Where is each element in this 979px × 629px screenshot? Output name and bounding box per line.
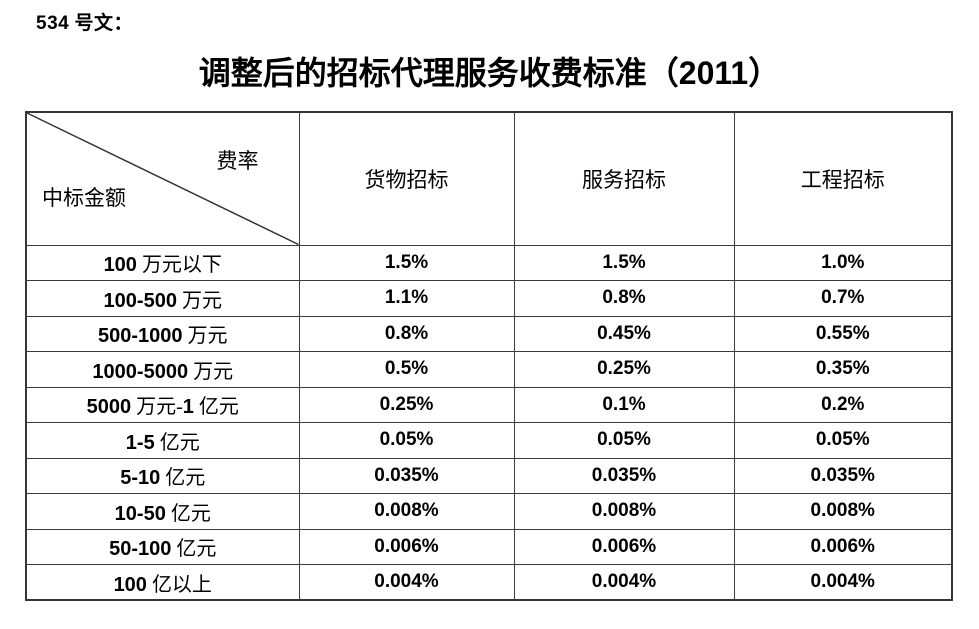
rate-cell: 1.1%	[298, 280, 515, 317]
amount-cell: 100-500 万元	[25, 280, 300, 317]
rate-cell: 0.004%	[298, 564, 515, 601]
amount-cell: 500-1000 万元	[25, 315, 300, 352]
table-row: 5-10 亿元 0.035% 0.035% 0.035%	[25, 457, 953, 494]
table-row: 100 亿以上 0.004% 0.004% 0.004%	[25, 564, 953, 601]
diagonal-line	[27, 113, 299, 245]
rate-cell: 0.05%	[733, 422, 953, 459]
amount-cell: 100 亿以上	[25, 564, 300, 601]
rate-cell: 0.55%	[733, 315, 953, 352]
rate-cell: 0.004%	[733, 564, 953, 601]
rate-cell: 0.2%	[733, 386, 953, 423]
rate-cell: 1.5%	[298, 244, 515, 281]
rate-cell: 0.8%	[298, 315, 515, 352]
rate-cell: 0.25%	[513, 351, 735, 388]
amount-cell: 1-5 亿元	[25, 422, 300, 459]
column-header-engineering: 工程招标	[733, 111, 953, 246]
table-row: 5000 万元-1 亿元 0.25% 0.1% 0.2%	[25, 386, 953, 423]
amount-cell: 5000 万元-1 亿元	[25, 386, 300, 423]
rate-cell: 0.006%	[733, 528, 953, 565]
rate-cell: 0.004%	[513, 564, 735, 601]
rate-cell: 0.8%	[513, 280, 735, 317]
table-row: 10-50 亿元 0.008% 0.008% 0.008%	[25, 493, 953, 530]
column-header-services: 服务招标	[513, 111, 735, 246]
amount-cell: 50-100 亿元	[25, 528, 300, 565]
header-row: 费率 中标金额 货物招标 服务招标 工程招标	[25, 111, 953, 246]
amount-cell: 1000-5000 万元	[25, 351, 300, 388]
corner-label-rate: 费率	[216, 149, 259, 173]
rate-cell: 0.035%	[513, 457, 735, 494]
table-row: 1-5 亿元 0.05% 0.05% 0.05%	[25, 422, 953, 459]
corner-label-amount: 中标金额	[42, 186, 126, 210]
table-row: 100 万元以下 1.5% 1.5% 1.0%	[25, 244, 953, 281]
rate-cell: 0.05%	[298, 422, 515, 459]
rate-cell: 0.05%	[513, 422, 735, 459]
table-row: 100-500 万元 1.1% 0.8% 0.7%	[25, 280, 953, 317]
amount-cell: 100 万元以下	[25, 244, 300, 281]
rate-cell: 0.035%	[733, 457, 953, 494]
rate-cell: 0.006%	[298, 528, 515, 565]
table-row: 50-100 亿元 0.006% 0.006% 0.006%	[25, 528, 953, 565]
doc-number-label: 534 号文：	[36, 13, 133, 34]
rate-cell: 0.008%	[513, 493, 735, 530]
rate-cell: 0.25%	[298, 386, 515, 423]
rate-cell: 1.5%	[513, 244, 735, 281]
amount-cell: 10-50 亿元	[25, 493, 300, 530]
rate-cell: 0.45%	[513, 315, 735, 352]
column-header-goods: 货物招标	[298, 111, 515, 246]
fee-rate-table: 费率 中标金额 货物招标 服务招标 工程招标 100 万元以下 1.5% 1.5…	[25, 111, 953, 601]
table-row: 1000-5000 万元 0.5% 0.25% 0.35%	[25, 351, 953, 388]
corner-cell: 费率 中标金额	[25, 111, 300, 246]
table-row: 500-1000 万元 0.8% 0.45% 0.55%	[25, 315, 953, 352]
rate-cell: 0.008%	[733, 493, 953, 530]
rate-cell: 0.5%	[298, 351, 515, 388]
amount-cell: 5-10 亿元	[25, 457, 300, 494]
rate-cell: 0.35%	[733, 351, 953, 388]
rate-cell: 1.0%	[733, 244, 953, 281]
rate-cell: 0.008%	[298, 493, 515, 530]
rate-cell: 0.006%	[513, 528, 735, 565]
page-title: 调整后的招标代理服务收费标准（2011）	[198, 55, 781, 91]
rate-cell: 0.7%	[733, 280, 953, 317]
rate-cell: 0.1%	[513, 386, 735, 423]
rate-cell: 0.035%	[298, 457, 515, 494]
